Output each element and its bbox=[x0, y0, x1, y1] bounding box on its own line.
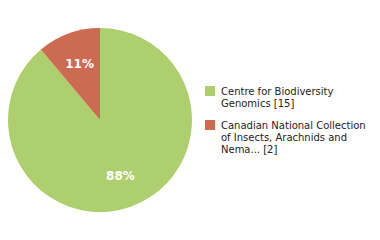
legend-label-line: Canadian National Collection bbox=[221, 120, 366, 131]
pie bbox=[8, 28, 192, 212]
legend: Centre for BiodiversityGenomics [15] Cana… bbox=[205, 86, 366, 155]
data-label: 88% bbox=[106, 169, 135, 183]
legend-label: Canadian National Collectionof Insects, … bbox=[221, 120, 366, 155]
legend-label-line: of Insects, Arachnids and bbox=[221, 132, 347, 143]
pie-slice bbox=[8, 28, 192, 212]
data-label: 11% bbox=[65, 57, 94, 71]
legend-label-line: Nema... [2] bbox=[221, 144, 277, 155]
legend-swatch bbox=[205, 86, 215, 96]
data-labels: 88% 11% bbox=[65, 57, 135, 183]
legend-swatch bbox=[205, 120, 215, 130]
legend-label: Centre for BiodiversityGenomics [15] bbox=[221, 86, 334, 109]
legend-item: Canadian National Collectionof Insects, … bbox=[205, 120, 366, 155]
chart: 88% 11% Centre for BiodiversityGenomics [1… bbox=[0, 0, 380, 240]
legend-item: Centre for BiodiversityGenomics [15] bbox=[205, 86, 334, 109]
pie-slice bbox=[41, 28, 100, 120]
legend-label-line: Centre for Biodiversity bbox=[221, 86, 334, 97]
legend-label-line: Genomics [15] bbox=[221, 98, 294, 109]
